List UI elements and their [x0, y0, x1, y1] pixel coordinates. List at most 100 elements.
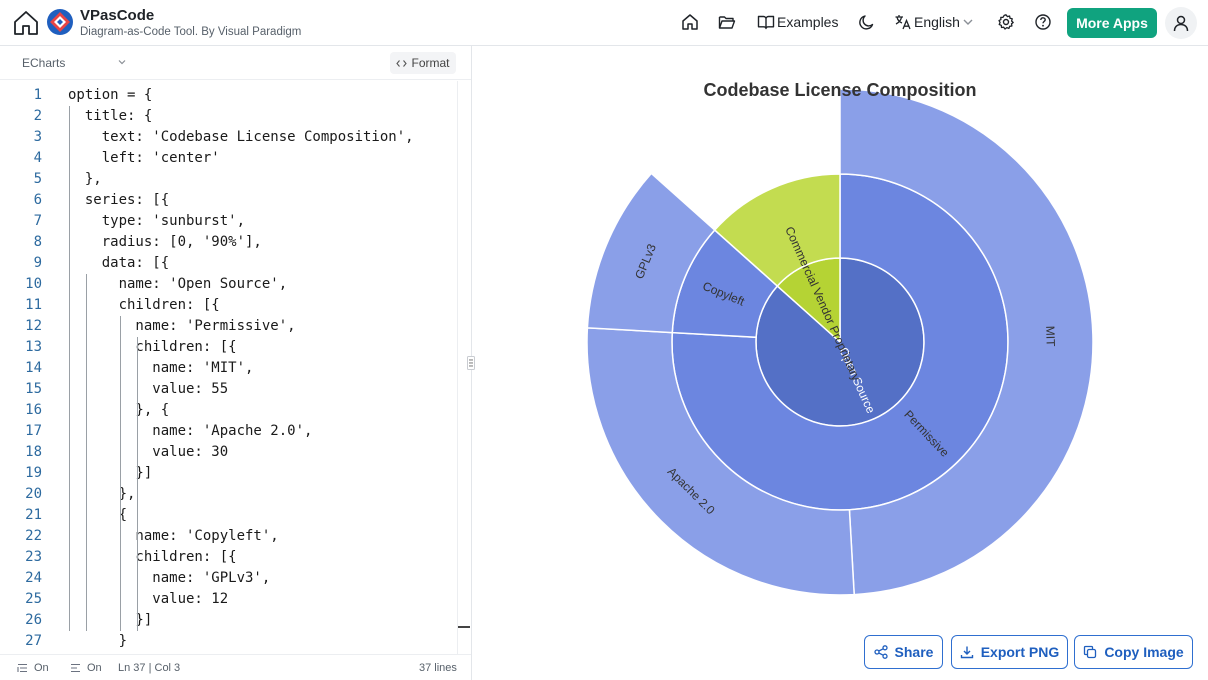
- sunburst-slice[interactable]: [586, 172, 716, 334]
- line-number: 2: [33, 108, 42, 124]
- code-line[interactable]: 22 name: 'Copyleft',: [0, 526, 458, 547]
- line-number: 27: [25, 633, 42, 649]
- code-line[interactable]: 4 left: 'center': [0, 148, 458, 169]
- code-text-area[interactable]: 1 option = {2 title: {3 text: 'Codebase L…: [0, 81, 458, 654]
- panel-resize-handle[interactable]: [467, 356, 475, 370]
- chevron-down-icon[interactable]: [117, 57, 127, 67]
- code-text: value: 12: [68, 591, 229, 607]
- code-line[interactable]: 1 option = {: [0, 85, 458, 106]
- format-button[interactable]: Format: [390, 52, 456, 74]
- more-apps-button[interactable]: More Apps: [1067, 8, 1157, 38]
- indent-guide: [120, 316, 121, 631]
- code-line[interactable]: 13 children: [{: [0, 337, 458, 358]
- top-bar: VPasCode Diagram-as-Code Tool. By Visual…: [0, 0, 1208, 46]
- code-text: },: [68, 486, 136, 502]
- code-text: series: [{: [68, 192, 170, 208]
- code-line[interactable]: 5 },: [0, 169, 458, 190]
- line-number: 21: [25, 507, 42, 523]
- user-avatar[interactable]: [1165, 7, 1197, 39]
- line-number: 5: [33, 171, 42, 187]
- app-tagline: Diagram-as-Code Tool. By Visual Paradigm: [80, 26, 302, 38]
- code-editor-panel: ECharts Format 1 option = {2 title: {3 te…: [0, 46, 472, 680]
- code-line[interactable]: 11 children: [{: [0, 295, 458, 316]
- code-text: }]: [68, 465, 153, 481]
- home-icon[interactable]: [12, 9, 40, 37]
- line-number: 12: [25, 318, 42, 334]
- code-line[interactable]: 25 value: 12: [0, 589, 458, 610]
- code-text: data: [{: [68, 255, 170, 271]
- format-label: Format: [411, 56, 450, 70]
- code-line[interactable]: 12 name: 'Permissive',: [0, 316, 458, 337]
- code-icon: [396, 59, 408, 67]
- editor-toolbar: ECharts Format: [0, 46, 471, 80]
- chart-title: Codebase License Composition: [703, 80, 976, 100]
- code-line[interactable]: 8 radius: [0, '90%'],: [0, 232, 458, 253]
- chart-language-select[interactable]: ECharts: [22, 56, 66, 70]
- code-line[interactable]: 15 value: 55: [0, 379, 458, 400]
- code-line[interactable]: 2 title: {: [0, 106, 458, 127]
- copy-icon: [1084, 645, 1097, 659]
- translate-icon[interactable]: [894, 13, 912, 31]
- examples-link[interactable]: Examples: [777, 14, 839, 30]
- code-line[interactable]: 23 children: [{: [0, 547, 458, 568]
- line-number: 18: [25, 444, 42, 460]
- code-line[interactable]: 14 name: 'MIT',: [0, 358, 458, 379]
- cursor-position: Ln 37 | Col 3: [118, 662, 181, 674]
- code-text: text: 'Codebase License Composition',: [68, 129, 414, 145]
- home-icon[interactable]: [681, 13, 699, 31]
- code-line[interactable]: 20 },: [0, 484, 458, 505]
- help-icon[interactable]: [1034, 13, 1052, 31]
- moon-icon[interactable]: [858, 13, 876, 31]
- code-line[interactable]: 10 name: 'Open Source',: [0, 274, 458, 295]
- copy-image-button[interactable]: Copy Image: [1074, 635, 1193, 669]
- download-icon: [960, 646, 973, 659]
- code-line[interactable]: 17 name: 'Apache 2.0',: [0, 421, 458, 442]
- line-number: 20: [25, 486, 42, 502]
- language-select[interactable]: English: [914, 14, 960, 30]
- code-text: type: 'sunburst',: [68, 213, 246, 229]
- code-text: }]: [68, 612, 153, 628]
- code-line[interactable]: 26 }]: [0, 610, 458, 631]
- line-number: 11: [25, 297, 42, 313]
- code-line[interactable]: 19 }]: [0, 463, 458, 484]
- folder-open-icon[interactable]: [718, 13, 736, 31]
- minimap-state[interactable]: On: [87, 662, 102, 674]
- wrap-lines-icon[interactable]: [17, 663, 28, 673]
- code-line[interactable]: 6 series: [{: [0, 190, 458, 211]
- chart-preview-panel: Open Source Commercial Vendor Proprietary…: [473, 46, 1208, 680]
- line-number: 15: [25, 381, 42, 397]
- book-icon[interactable]: [757, 13, 775, 31]
- code-line[interactable]: 24 name: 'GPLv3',: [0, 568, 458, 589]
- editor-status-bar: On On Ln 37 | Col 3 37 lines: [0, 654, 471, 680]
- code-text: children: [{: [68, 339, 237, 355]
- app-name: VPasCode: [80, 7, 155, 24]
- gear-icon[interactable]: [997, 13, 1015, 31]
- code-line[interactable]: 27 }: [0, 631, 458, 652]
- code-text: name: 'Permissive',: [68, 318, 296, 334]
- code-line[interactable]: 16 }, {: [0, 400, 458, 421]
- wrap-state[interactable]: On: [34, 662, 49, 674]
- code-line[interactable]: 7 type: 'sunburst',: [0, 211, 458, 232]
- share-button[interactable]: Share: [864, 635, 943, 669]
- line-number: 9: [33, 255, 42, 271]
- line-number: 13: [25, 339, 42, 355]
- code-line[interactable]: 21 {: [0, 505, 458, 526]
- indent-guide: [137, 337, 138, 631]
- sunburst-slice[interactable]: [839, 88, 1094, 596]
- editor-scrollbar-thumb[interactable]: [458, 626, 470, 628]
- code-line[interactable]: 9 data: [{: [0, 253, 458, 274]
- export-png-label: Export PNG: [980, 644, 1060, 660]
- code-text: children: [{: [68, 297, 220, 313]
- sunburst-slice[interactable]: [586, 327, 855, 596]
- chevron-down-icon[interactable]: [961, 15, 975, 29]
- minimap-icon[interactable]: [70, 663, 81, 673]
- line-number: 3: [33, 129, 42, 145]
- export-png-button[interactable]: Export PNG: [951, 635, 1068, 669]
- editor-scrollbar[interactable]: [457, 81, 471, 654]
- code-line[interactable]: 3 text: 'Codebase License Composition',: [0, 127, 458, 148]
- code-line[interactable]: 18 value: 30: [0, 442, 458, 463]
- line-number: 14: [25, 360, 42, 376]
- code-text: value: 55: [68, 381, 229, 397]
- code-text: value: 30: [68, 444, 229, 460]
- code-text: name: 'Copyleft',: [68, 528, 279, 544]
